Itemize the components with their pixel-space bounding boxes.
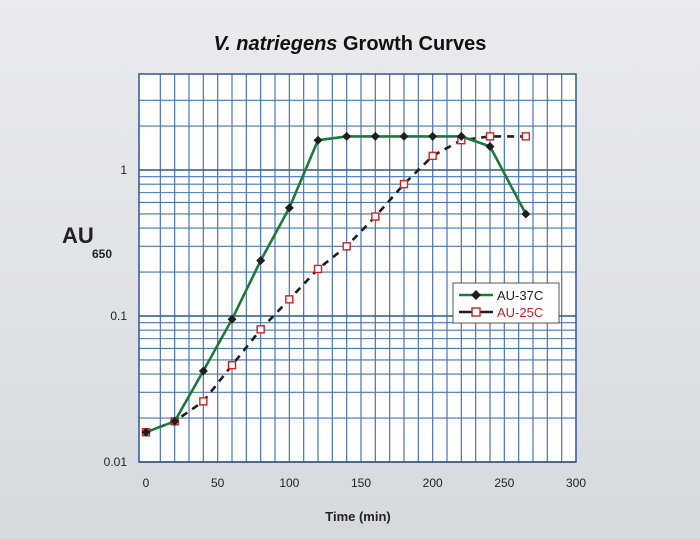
data-point-au-37c [141, 427, 151, 437]
data-point-au-37c [313, 135, 323, 145]
data-point-au-37c [284, 203, 294, 213]
data-point-au-25c [199, 397, 208, 406]
legend-label-au-37c: AU-37C [497, 288, 543, 303]
data-point-au-25c [227, 361, 237, 370]
x-axis-title: Time (min) [325, 509, 391, 524]
x-tick-label: 100 [279, 476, 299, 490]
legend: AU-37C AU-25C [452, 282, 560, 324]
x-tick-label: 200 [423, 476, 443, 490]
x-tick-label: 250 [494, 476, 514, 490]
data-point-au-25c [342, 242, 351, 251]
y-axis-title: AU [62, 223, 94, 248]
data-point-au-25c [371, 212, 380, 221]
data-point-au-37c [227, 314, 237, 324]
tick-labels: 0 50 100 150 200 250 300 0.01 0.1 1 [104, 163, 587, 490]
data-point-au-37c [428, 131, 438, 141]
series-layer [141, 131, 531, 437]
data-point-au-25c [399, 179, 409, 189]
x-tick-label: 0 [143, 476, 150, 490]
data-point-au-37c [342, 131, 352, 141]
y-tick-label: 1 [120, 163, 127, 177]
chart-title-rest: Growth Curves [337, 33, 486, 55]
legend-marker-au-37c [471, 290, 481, 300]
plot-area [139, 74, 576, 462]
series-line-au-37c [145, 135, 527, 434]
data-point-au-25c [485, 132, 495, 141]
plot-frame [138, 73, 577, 463]
y-axis-subscript: 650 [92, 247, 112, 261]
series-line-au-25c [145, 135, 526, 434]
data-point-au-25c [521, 132, 531, 141]
legend-marker-au-25c [471, 307, 481, 317]
data-point-au-37c [399, 131, 409, 141]
data-point-au-37c [485, 141, 495, 151]
chart-title-italic: V. natriegens [214, 33, 338, 55]
legend-label-au-25c: AU-25C [497, 305, 543, 320]
data-point-au-25c [313, 264, 323, 274]
data-point-au-37c [456, 131, 466, 141]
data-point-au-37c [256, 255, 266, 265]
chart-title: V. natriegens Growth Curves [214, 33, 487, 55]
y-tick-label: 0.1 [110, 309, 127, 323]
data-point-au-37c [370, 131, 380, 141]
data-point-au-25c [256, 325, 265, 334]
x-tick-label: 300 [566, 476, 586, 490]
data-point-au-37c [198, 366, 208, 376]
data-point-au-37c [170, 416, 180, 426]
y-tick-label: 0.01 [104, 455, 128, 469]
legend-box [452, 282, 560, 324]
x-tick-label: 50 [211, 476, 225, 490]
data-point-au-37c [521, 209, 531, 219]
x-tick-label: 150 [351, 476, 371, 490]
data-point-au-25c [428, 151, 437, 161]
data-point-au-25c [285, 295, 294, 304]
